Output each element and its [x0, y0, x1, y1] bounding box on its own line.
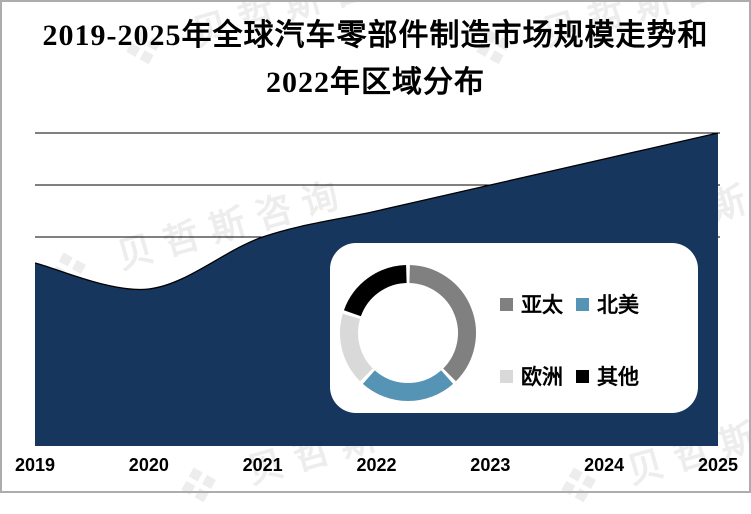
- donut-slice-欧洲: [340, 313, 374, 382]
- donut-chart: [340, 265, 476, 401]
- legend-label: 亚太: [521, 293, 563, 317]
- donut-slice-亚太: [409, 265, 476, 382]
- chart-title-line1: 2019-2025年全球汽车零部件制造市场规模走势和: [42, 19, 709, 52]
- legend-label: 其他: [597, 365, 639, 389]
- x-axis-label: 2020: [128, 455, 169, 475]
- legend-label: 北美: [597, 293, 639, 317]
- legend-swatch-icon: [500, 369, 513, 383]
- x-axis-label: 2023: [470, 455, 511, 475]
- x-axis-label: 2019: [14, 455, 56, 475]
- donut-inset-panel: 亚太 北美欧洲 其他: [330, 243, 698, 413]
- legend-swatch-icon: [500, 297, 513, 311]
- x-axis-label: 2022: [356, 455, 397, 475]
- legend-item: 其他: [576, 363, 639, 389]
- legend-label: 欧洲: [521, 365, 563, 389]
- area-top-edge: [34, 132, 719, 291]
- legend-item: 亚太: [500, 291, 563, 317]
- x-axis-label: 2021: [242, 455, 283, 475]
- legend-item: 北美: [576, 291, 639, 317]
- chart-title-line2: 2022年区域分布: [266, 66, 485, 99]
- legend-swatch-icon: [576, 369, 589, 383]
- donut-slice-北美: [362, 370, 454, 401]
- legend-swatch-icon: [576, 297, 589, 311]
- legend-item: 欧洲: [500, 363, 563, 389]
- donut-slice-其他: [343, 265, 407, 317]
- x-axis-label: 2024: [584, 455, 625, 475]
- chart-title: 2019-2025年全球汽车零部件制造市场规模走势和 2022年区域分布: [10, 12, 741, 106]
- x-axis-label: 2025: [697, 455, 739, 475]
